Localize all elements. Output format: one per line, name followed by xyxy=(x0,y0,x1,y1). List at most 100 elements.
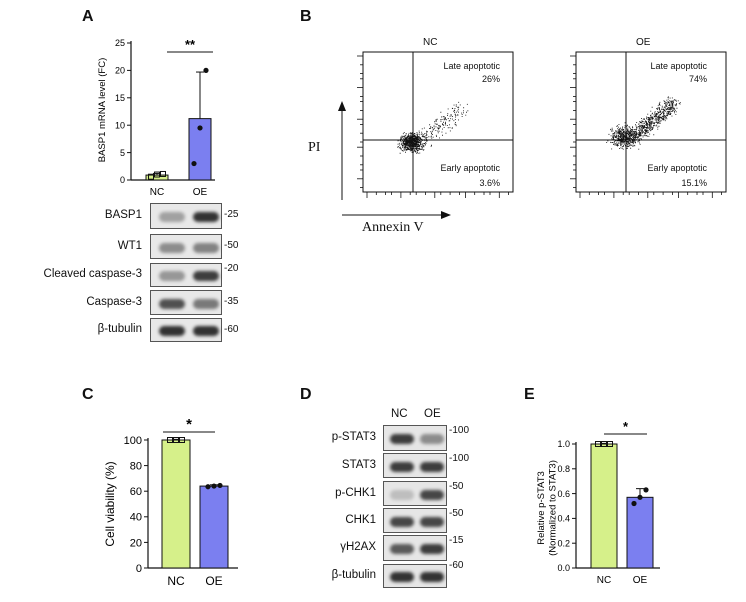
blot-band xyxy=(390,516,414,527)
blot-band xyxy=(390,489,414,500)
y-tick-label: 0 xyxy=(120,175,125,185)
blot-band xyxy=(159,242,185,253)
y-axis-label: BASP1 mRNA level (FC) xyxy=(97,58,108,163)
flow-plot-nc xyxy=(357,51,514,198)
y-axis-label: Cell viability (%) xyxy=(103,461,117,546)
data-point xyxy=(643,487,649,493)
panel-label-e: E xyxy=(524,386,535,403)
blot-a-row-label: Caspase-3 xyxy=(86,295,142,308)
panel-label-d: D xyxy=(300,386,312,403)
flow-cytometry-panel xyxy=(338,51,727,219)
blot-a-row-label: Cleaved caspase-3 xyxy=(43,268,142,280)
flow-oe-late-label: Late apoptotic xyxy=(650,61,707,71)
blot-d-row-label: p-CHK1 xyxy=(335,486,376,499)
flow-oe-early-pct: 15.1% xyxy=(681,178,707,188)
blot-band xyxy=(390,461,414,472)
y-tick-label: 5 xyxy=(120,148,125,158)
blot-d-strip xyxy=(383,481,447,506)
blot-d-row-label: β-tubulin xyxy=(331,569,376,581)
blot-band xyxy=(193,212,219,222)
blot-a-mw-marker: -20 xyxy=(224,263,239,274)
blot-d-mw-marker: -100 xyxy=(449,425,470,436)
blot-a-mw-marker: -60 xyxy=(224,324,239,335)
y-tick-label: 0.6 xyxy=(557,489,570,499)
data-point xyxy=(637,494,643,500)
flow-plot-oe xyxy=(570,51,727,198)
data-point xyxy=(607,441,613,447)
blot-d-strip xyxy=(383,453,447,478)
y-tick-label: 80 xyxy=(130,460,142,472)
flow-nc-late-label: Late apoptotic xyxy=(443,61,500,71)
y-tick-label: 0.2 xyxy=(557,538,570,548)
blot-d-row-label: p-STAT3 xyxy=(331,431,376,443)
blot-a-strip xyxy=(150,263,222,287)
blot-a-strip xyxy=(150,318,222,342)
y-axis-label: Relative p-STAT3 xyxy=(536,471,547,545)
significance-marker: ** xyxy=(185,37,196,52)
flow-events xyxy=(397,101,469,154)
blot-band xyxy=(159,298,185,309)
data-point xyxy=(197,125,203,131)
y-tick-label: 0.4 xyxy=(557,514,570,524)
flow-axis-label-pi: PI xyxy=(308,140,321,155)
western-blot-a: BASP1 -25 WT1 -50 Cleaved caspase-3 -20 Caspas… xyxy=(0,0,300,360)
x-tick-label-oe: OE xyxy=(633,575,648,586)
data-point xyxy=(167,437,173,443)
y-axis-label: (Normalized to STAT3) xyxy=(548,460,559,556)
data-point xyxy=(211,483,217,489)
blot-d-mw-marker: -60 xyxy=(449,560,464,571)
flow-y-arrowhead xyxy=(338,101,346,111)
data-point xyxy=(601,441,607,447)
data-point xyxy=(173,437,179,443)
y-tick-label: 0 xyxy=(136,563,142,575)
flow-title-nc: NC xyxy=(423,37,438,48)
blot-band xyxy=(159,326,185,336)
blot-band xyxy=(193,271,219,281)
y-tick-label: 20 xyxy=(115,66,125,76)
y-tick-label: 100 xyxy=(124,435,142,447)
x-tick-label-nc: NC xyxy=(597,575,611,586)
chart-c-cell-viability: 0 20 40 60 80 100 NC OE * Cell viability (%) xyxy=(103,416,238,588)
blot-band xyxy=(390,434,414,444)
blot-d-row-label: γH2AX xyxy=(340,541,376,553)
flow-events xyxy=(606,96,681,150)
blot-d-strip xyxy=(383,535,447,561)
blot-band xyxy=(159,212,185,222)
blot-band xyxy=(420,572,444,582)
blot-d-mw-marker: -100 xyxy=(449,453,470,464)
data-point xyxy=(595,441,601,447)
data-point xyxy=(154,171,160,178)
data-point xyxy=(148,173,154,180)
y-tick-label: 0.8 xyxy=(557,464,570,474)
data-point xyxy=(179,437,185,443)
blot-band xyxy=(420,544,444,554)
blot-d-row-label: CHK1 xyxy=(345,513,376,526)
data-point xyxy=(160,170,166,177)
bar-nc xyxy=(590,443,618,569)
blot-a-mw-marker: -50 xyxy=(224,240,239,251)
flow-oe-early-label: Early apoptotic xyxy=(647,163,707,173)
data-point xyxy=(631,500,637,507)
blot-d-strip xyxy=(383,564,447,588)
blot-a-strip xyxy=(150,234,222,259)
panel-label-a: A xyxy=(82,8,94,25)
blot-a-strip xyxy=(150,290,222,315)
blot-a-strip xyxy=(150,203,222,229)
blot-a-mw-marker: -35 xyxy=(224,296,239,307)
chart-e-relative-pstat3: 0.0 0.2 0.4 0.6 0.8 1.0 NC OE * Relative p-STAT3(… xyxy=(536,419,660,586)
blot-a-row-label: BASP1 xyxy=(104,209,142,221)
blot-band xyxy=(193,298,219,309)
flow-nc-early-pct: 3.6% xyxy=(479,178,500,188)
flow-oe-late-pct: 74% xyxy=(688,74,707,84)
x-tick-label-nc: NC xyxy=(150,187,164,198)
data-point xyxy=(217,482,223,489)
blot-band xyxy=(159,271,185,281)
blot-band xyxy=(193,326,219,336)
bar-oe xyxy=(626,496,654,569)
significance-marker: * xyxy=(186,416,192,433)
blot-a-row-label: β-tubulin xyxy=(97,323,142,335)
bar-oe xyxy=(199,485,229,569)
y-tick-label: 1.0 xyxy=(557,439,570,449)
x-tick-label-oe: OE xyxy=(205,574,222,588)
blot-band xyxy=(390,544,414,554)
